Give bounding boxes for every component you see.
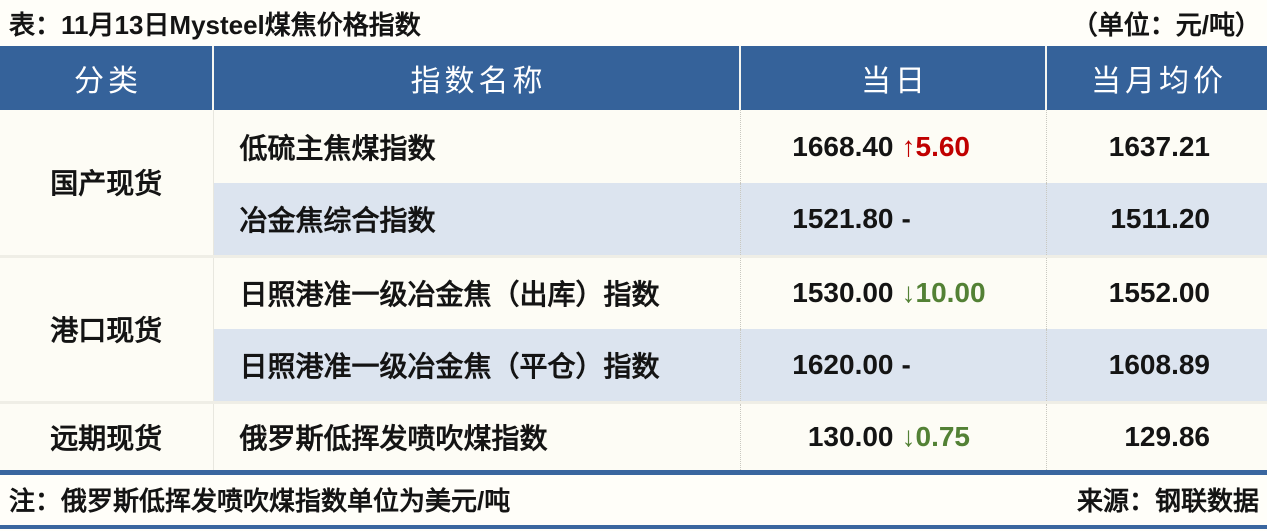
month-avg-cell: 1552.00: [1046, 254, 1267, 329]
change-text: -: [901, 202, 911, 234]
today-cell: 1668.40 ↑5.60: [740, 110, 1047, 183]
index-name-cell: 俄罗斯低挥发喷吹煤指数: [213, 400, 741, 475]
today-cell: 1620.00 -: [740, 329, 1047, 402]
header-row: 分类 指数名称 当日 当月均价: [0, 46, 1267, 110]
header-category: 分类: [0, 46, 214, 110]
today-cell: 1521.80 -: [740, 183, 1047, 256]
index-name-cell: 低硫主焦煤指数: [213, 110, 741, 183]
table-title: 表：11月13日Mysteel煤焦价格指数: [9, 9, 421, 40]
footer: 注：俄罗斯低挥发喷吹煤指数单位为美元/吨 来源：钢联数据: [0, 475, 1267, 525]
header-month-avg: 当月均价: [1046, 46, 1267, 110]
today-value: 130.00: [807, 420, 894, 452]
index-name-cell: 冶金焦综合指数: [213, 183, 741, 256]
unit-label: （单位：元/吨）: [1071, 9, 1261, 40]
table-row: 港口现货 日照港准一级冶金焦（出库）指数 1530.00 ↓10.00 1552…: [0, 254, 1267, 402]
today-value: 1668.40: [792, 130, 894, 162]
header-today: 当日: [740, 46, 1047, 110]
change-text: ↑5.60: [901, 130, 971, 162]
table-row: 日照港准一级冶金焦（平仓）指数 1620.00 - 1608.89: [0, 329, 1267, 402]
index-name-cell: 日照港准一级冶金焦（平仓）指数: [213, 329, 741, 402]
category-cell: 国产现货: [0, 110, 214, 256]
today-cell: 130.00 ↓0.75: [740, 400, 1047, 475]
change-text: ↓0.75: [901, 420, 971, 452]
month-avg-cell: 1608.89: [1046, 329, 1267, 402]
footnote: 注：俄罗斯低挥发喷吹煤指数单位为美元/吨: [9, 486, 511, 516]
category-cell: 港口现货: [0, 254, 214, 402]
table-row: 冶金焦综合指数 1521.80 - 1511.20: [0, 183, 1267, 256]
month-avg-cell: 1511.20: [1046, 183, 1267, 256]
today-value: 1620.00: [792, 348, 894, 380]
bottom-accent-bar: [0, 524, 1267, 529]
month-avg-cell: 1637.21: [1046, 110, 1267, 183]
today-value: 1521.80: [792, 202, 894, 234]
today-cell: 1530.00 ↓10.00: [740, 254, 1047, 329]
change-text: ↓10.00: [901, 277, 986, 309]
price-table: 分类 指数名称 当日 当月均价 国产现货 低硫主焦煤指数 1668.40 ↑5.…: [0, 46, 1267, 475]
table-row: 远期现货 俄罗斯低挥发喷吹煤指数 130.00 ↓0.75 129.86: [0, 400, 1267, 475]
source-label: 来源：钢联数据: [1076, 486, 1259, 516]
title-bar: 表：11月13日Mysteel煤焦价格指数 （单位：元/吨）: [0, 0, 1267, 46]
month-avg-cell: 129.86: [1046, 400, 1267, 475]
index-name-cell: 日照港准一级冶金焦（出库）指数: [213, 254, 741, 329]
change-text: -: [901, 348, 911, 380]
today-value: 1530.00: [792, 277, 894, 309]
table-row: 国产现货 低硫主焦煤指数 1668.40 ↑5.60 1637.21: [0, 110, 1267, 256]
category-cell: 远期现货: [0, 400, 214, 475]
header-index-name: 指数名称: [213, 46, 741, 110]
